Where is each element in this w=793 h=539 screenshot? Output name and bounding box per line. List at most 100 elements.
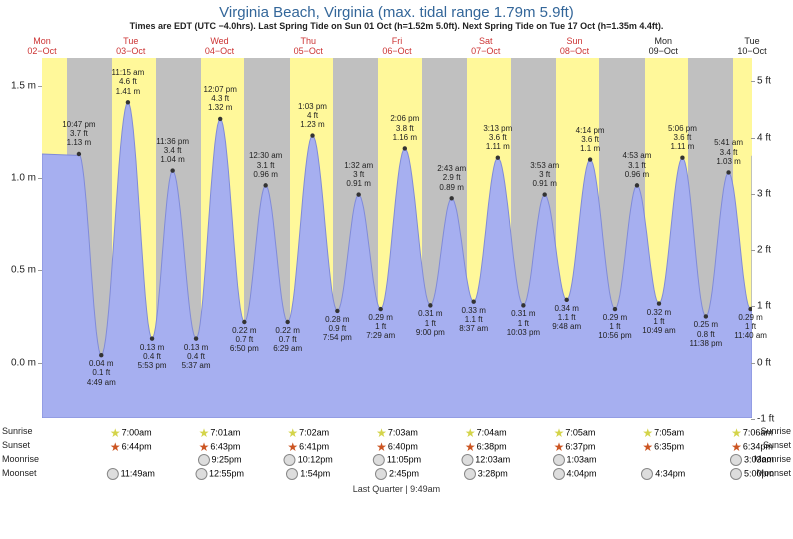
footer-item: ★7:05am <box>642 426 684 440</box>
footer-item: 10:12pm <box>284 454 333 466</box>
date-label: Sun08−Oct <box>560 36 589 56</box>
moon-icon <box>464 468 476 480</box>
y-axis-right: -1 ft0 ft1 ft2 ft3 ft4 ft5 ft <box>753 58 793 418</box>
y-tick-right: 5 ft <box>757 76 771 87</box>
high-tide-label: 5:41 am3.4 ft1.03 m <box>714 138 743 166</box>
y-tick-left: 1.5 m <box>11 80 36 91</box>
low-tide-label: 0.32 m1 ft10:49 am <box>642 308 675 336</box>
date-label: Sat07−Oct <box>471 36 500 56</box>
date-label: Wed04−Oct <box>205 36 234 56</box>
footer-item: 4:34pm <box>641 468 685 480</box>
date-label: Mon09−Oct <box>649 36 678 56</box>
sunset-icon: ★ <box>554 440 565 454</box>
low-tide-label: 0.31 m1 ft9:00 pm <box>416 309 445 337</box>
footer-item: ★6:44pm <box>110 440 152 454</box>
footer-item: 1:03am <box>552 454 596 466</box>
low-tide-label: 0.22 m0.7 ft6:50 pm <box>230 326 259 354</box>
high-tide-label: 1:32 am3 ft0.91 m <box>344 161 373 189</box>
footer-item: 1:54pm <box>286 468 330 480</box>
moon-icon <box>730 454 742 466</box>
date-label: Fri06−Oct <box>382 36 411 56</box>
low-tide-label: 0.33 m1.1 ft8:37 am <box>459 306 488 334</box>
high-tide-label: 3:13 pm3.6 ft1.11 m <box>483 124 512 152</box>
moon-icon <box>552 454 564 466</box>
footer-item: ★6:38pm <box>465 440 507 454</box>
footer-item: 3:03am <box>730 454 774 466</box>
low-tide-label: 0.34 m1.1 ft9:48 am <box>552 304 581 332</box>
chart-subtitle: Times are EDT (UTC −4.0hrs). Last Spring… <box>0 21 793 31</box>
high-tide-label: 4:53 am3.1 ft0.96 m <box>623 151 652 179</box>
low-tide-label: 0.04 m0.1 ft4:49 am <box>87 359 116 387</box>
footer-item: 4:04pm <box>552 468 596 480</box>
footer-item: 11:05pm <box>373 454 421 466</box>
sunrise-icon: ★ <box>110 426 121 440</box>
sunset-icon: ★ <box>110 440 121 454</box>
sunrise-icon: ★ <box>554 426 565 440</box>
moon-icon <box>284 454 296 466</box>
footer-item: ★6:43pm <box>199 440 241 454</box>
date-label: Mon02−Oct <box>27 36 56 56</box>
low-tide-label: 0.29 m1 ft10:56 pm <box>598 313 631 341</box>
date-axis: Mon02−OctTue03−OctWed04−OctThu05−OctFri0… <box>42 36 752 56</box>
moon-icon <box>195 468 207 480</box>
low-tide-label: 0.22 m0.7 ft6:29 am <box>273 326 302 354</box>
footer-item: 9:25pm <box>197 454 241 466</box>
low-tide-label: 0.13 m0.4 ft5:37 am <box>182 343 211 371</box>
footer-row-label: Sunrise <box>2 426 33 436</box>
plot-area: 10:47 pm3.7 ft1.13 m 0.04 m0.1 ft4:49 am 1… <box>42 58 752 418</box>
high-tide-label: 1:03 pm4 ft1.23 m <box>298 102 327 130</box>
footer-item: 12:55pm <box>195 468 244 480</box>
high-tide-label: 11:36 pm3.4 ft1.04 m <box>156 137 189 165</box>
sunset-icon: ★ <box>199 440 210 454</box>
moon-icon <box>107 468 119 480</box>
last-quarter-label: Last Quarter | 9:49am <box>0 484 793 494</box>
footer-item: ★6:37pm <box>554 440 596 454</box>
low-tide-label: 0.28 m0.9 ft7:54 pm <box>323 315 352 343</box>
footer-item: 11:49am <box>107 468 155 480</box>
tide-chart: Virginia Beach, Virginia (max. tidal ran… <box>0 0 793 539</box>
footer-item: ★7:01am <box>199 426 241 440</box>
sunrise-icon: ★ <box>465 426 476 440</box>
footer-item: ★7:04am <box>465 426 507 440</box>
high-tide-label: 10:47 pm3.7 ft1.13 m <box>62 120 95 148</box>
y-tick-right: 4 ft <box>757 132 771 143</box>
y-tick-left: 0.0 m <box>11 357 36 368</box>
high-tide-label: 12:30 am3.1 ft0.96 m <box>249 151 282 179</box>
moon-icon <box>730 468 742 480</box>
sunset-icon: ★ <box>287 440 298 454</box>
y-tick-right: -1 ft <box>757 413 774 424</box>
date-label: Tue03−Oct <box>116 36 145 56</box>
low-tide-label: 0.31 m1 ft10:03 pm <box>507 309 540 337</box>
high-tide-label: 11:15 am4.6 ft1.41 m <box>112 68 145 96</box>
moon-icon <box>373 454 385 466</box>
low-tide-label: 0.29 m1 ft7:29 am <box>366 313 395 341</box>
moon-icon <box>641 468 653 480</box>
y-tick-right: 0 ft <box>757 357 771 368</box>
footer-item: 5:00pm <box>730 468 774 480</box>
y-tick-left: 0.5 m <box>11 265 36 276</box>
footer-item: ★6:34pm <box>731 440 773 454</box>
y-tick-left: 1.0 m <box>11 173 36 184</box>
moon-icon <box>552 468 564 480</box>
footer-item: ★7:03am <box>376 426 418 440</box>
y-tick-right: 1 ft <box>757 301 771 312</box>
high-tide-label: 4:14 pm3.6 ft1.1 m <box>576 126 605 154</box>
footer-item: 12:03am <box>461 454 510 466</box>
sunrise-icon: ★ <box>731 426 742 440</box>
footer-item: ★7:06am <box>731 426 773 440</box>
date-label: Tue10−Oct <box>737 36 766 56</box>
high-tide-label: 2:06 pm3.8 ft1.16 m <box>390 114 419 142</box>
moon-icon <box>375 468 387 480</box>
footer-item: 3:28pm <box>464 468 508 480</box>
high-tide-label: 5:06 pm3.6 ft1.11 m <box>668 124 697 152</box>
low-tide-label: 0.25 m0.8 ft11:38 pm <box>689 320 722 348</box>
sunset-icon: ★ <box>465 440 476 454</box>
footer-row-label: Sunset <box>2 440 30 450</box>
sunrise-icon: ★ <box>642 426 653 440</box>
footer-item: ★7:02am <box>287 426 329 440</box>
sunrise-icon: ★ <box>287 426 298 440</box>
date-label: Thu05−Oct <box>294 36 323 56</box>
sunset-icon: ★ <box>642 440 653 454</box>
high-tide-label: 3:53 am3 ft0.91 m <box>530 161 559 189</box>
sunrise-icon: ★ <box>199 426 210 440</box>
